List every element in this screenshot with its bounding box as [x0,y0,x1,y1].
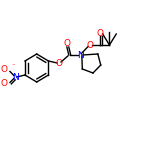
Text: O: O [96,28,103,38]
Text: O: O [1,80,7,88]
Text: ⁻: ⁻ [12,63,16,69]
Text: O: O [1,66,7,75]
Text: N: N [12,72,19,81]
Text: O: O [56,58,63,68]
Text: O: O [87,40,94,50]
Text: N: N [77,51,84,60]
Text: O: O [63,39,70,48]
